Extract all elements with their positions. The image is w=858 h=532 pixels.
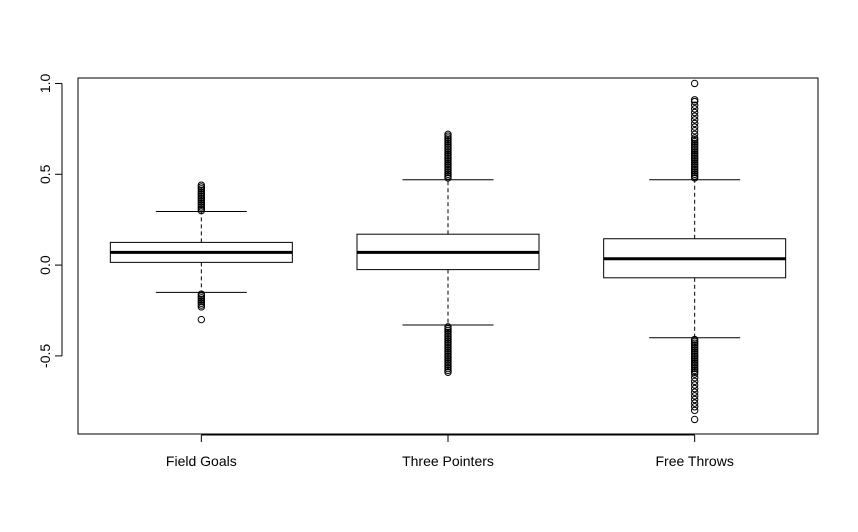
outlier-point	[197, 181, 206, 189]
y-tick-label: 0.5	[37, 164, 53, 184]
y-tick-label: 0.0	[37, 255, 53, 275]
outlier-point	[690, 96, 699, 104]
outlier-point	[690, 415, 699, 424]
x-axis: Field Goals Three Pointers Free Throws	[166, 434, 734, 469]
outlier-point	[690, 130, 699, 139]
box-group	[603, 79, 787, 424]
y-tick-label: -0.5	[37, 344, 53, 368]
outlier-point	[690, 381, 699, 389]
outlier-point	[690, 79, 699, 88]
outlier-point	[690, 134, 699, 142]
x-tick-label: Three Pointers	[402, 453, 494, 469]
outlier-point	[690, 126, 699, 135]
outlier-point	[690, 116, 699, 124]
outlier-point	[690, 406, 699, 415]
y-axis: -0.5 0.0 0.5 1.0	[37, 74, 63, 368]
box-group	[109, 181, 293, 324]
outlier-point	[690, 101, 699, 109]
outlier-point	[197, 315, 206, 324]
outlier-point	[690, 403, 699, 411]
x-tick-label: Free Throws	[656, 453, 734, 469]
outlier-point	[444, 130, 452, 139]
outlier-point	[690, 373, 699, 382]
outlier-point	[690, 388, 699, 396]
outlier-point	[690, 384, 699, 393]
outlier-point	[690, 108, 699, 117]
outlier-point	[690, 370, 699, 378]
box-group	[356, 130, 540, 376]
outlier-point	[690, 123, 699, 131]
outlier-point	[690, 112, 699, 120]
boxes	[109, 79, 787, 424]
outlier-point	[690, 105, 699, 113]
outlier-point	[197, 303, 206, 311]
outlier-point	[690, 392, 699, 400]
y-tick-label: 1.0	[37, 74, 53, 94]
plot-frame	[77, 77, 819, 435]
outlier-point	[444, 368, 452, 376]
x-tick-label: Field Goals	[166, 453, 237, 469]
outlier-point	[690, 119, 699, 128]
outlier-point	[690, 399, 699, 407]
outlier-point	[690, 395, 699, 404]
outlier-point	[690, 377, 699, 386]
